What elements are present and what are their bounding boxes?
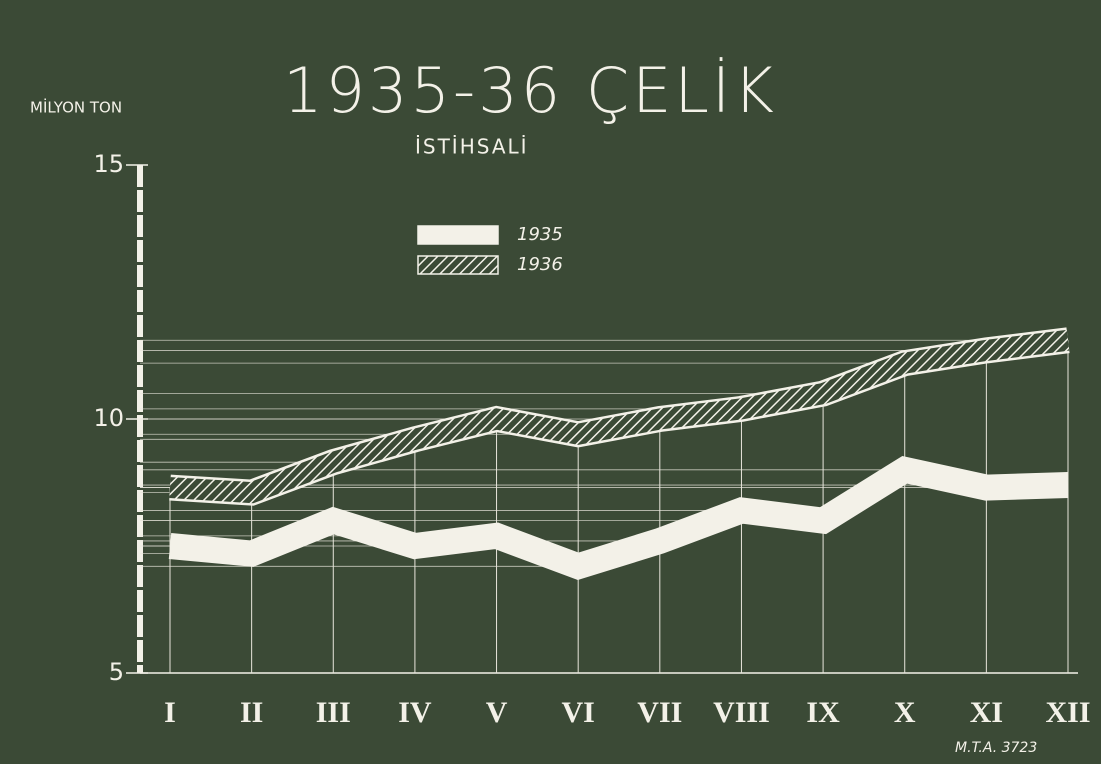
legend-label: 1936: [517, 254, 563, 275]
x-tick-label: II: [240, 696, 263, 729]
x-tick-label: X: [894, 696, 916, 729]
legend-swatch: [417, 225, 499, 245]
legend-swatch: [417, 255, 499, 275]
series-line: [169, 329, 1070, 504]
series-line: [168, 455, 1069, 581]
legend-label: 1935: [517, 224, 563, 245]
x-tick-label: XII: [1045, 696, 1090, 729]
x-tick-label: V: [486, 696, 508, 729]
x-tick-label: VI: [562, 696, 595, 729]
annotation: M.T.A. 3723: [955, 740, 1037, 756]
x-tick-label: IX: [806, 696, 840, 729]
x-tick-label: VII: [637, 696, 682, 729]
y-tick-label: 15: [93, 150, 124, 178]
x-tick-label: XI: [970, 696, 1003, 729]
x-tick-label: VIII: [713, 696, 770, 729]
y-tick-label: 10: [93, 404, 124, 432]
y-axis-label: MİLYON TON: [30, 98, 122, 117]
x-tick-label: III: [316, 696, 351, 729]
x-tick-label: IV: [398, 696, 432, 729]
chart-title: 1935-36 ÇELİK: [283, 54, 777, 127]
chart-subtitle: İSTİHSALİ: [415, 135, 529, 159]
y-tick-label: 5: [109, 658, 124, 686]
x-tick-label: I: [164, 696, 176, 729]
